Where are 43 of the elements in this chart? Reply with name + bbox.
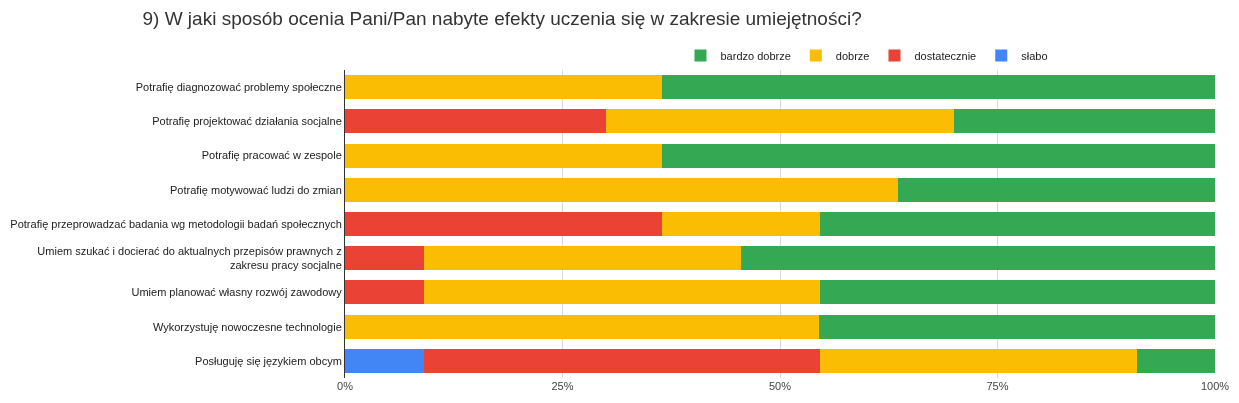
bar <box>606 109 954 134</box>
bar <box>345 314 820 339</box>
bar <box>345 246 425 271</box>
legend-label: dobrze <box>835 49 870 62</box>
bar <box>820 280 1215 305</box>
x-tick-label: 100% <box>1200 380 1230 392</box>
x-tick-label: 50% <box>768 380 792 392</box>
x-tick-label: 0% <box>337 380 354 392</box>
bar <box>954 109 1215 134</box>
legend-label: bardzo dobrze <box>720 49 791 62</box>
bar <box>424 246 741 271</box>
y-tick-label: Umiem szukać i docierać do aktualnych przepisów prawnych z zakresu pracy socjalne <box>37 244 342 272</box>
y-tick-label: Potrafię przeprowadzać badania wg metodologii badań społecznych <box>10 217 342 230</box>
bar <box>661 212 821 236</box>
bar <box>740 246 1215 271</box>
y-tick-label: Posługuję się językiem obcym <box>195 354 342 367</box>
y-tick-label: Potrafię pracować w zespole <box>201 149 342 162</box>
bar <box>820 348 1137 373</box>
bar <box>345 177 899 202</box>
bar <box>898 177 1215 202</box>
x-tick-label: 75% <box>986 380 1009 392</box>
bar <box>345 75 662 100</box>
bar <box>345 348 425 373</box>
legend-label: dostatecznie <box>914 49 977 62</box>
bar <box>345 109 606 134</box>
chart-title: 9) W jaki sposób ocenia Pani/Pan nabyte efekty uczenia się w zakresie umiejętności? <box>142 8 862 30</box>
bar <box>820 212 1215 236</box>
bar <box>661 75 1215 100</box>
bar <box>345 143 662 168</box>
bar <box>1136 348 1215 373</box>
y-tick-label: Wykorzystuję nowoczesne technologie <box>152 320 342 333</box>
bar <box>424 348 821 373</box>
y-tick-label: Potrafię motywować ludzi do zmian <box>170 183 342 196</box>
bar <box>819 314 1215 339</box>
bar <box>424 280 821 305</box>
bar <box>661 143 1215 168</box>
y-tick-label: Potrafię projektować działania socjalne <box>152 115 342 128</box>
y-tick-label: Umiem planować własny rozwój zawodowy <box>131 286 343 299</box>
x-tick-label: 25% <box>551 380 574 392</box>
legend-label: słabo <box>1021 49 1048 62</box>
bar <box>345 212 662 236</box>
y-tick-label: Potrafię diagnozować problemy społeczne <box>135 80 342 93</box>
bar <box>345 280 425 305</box>
